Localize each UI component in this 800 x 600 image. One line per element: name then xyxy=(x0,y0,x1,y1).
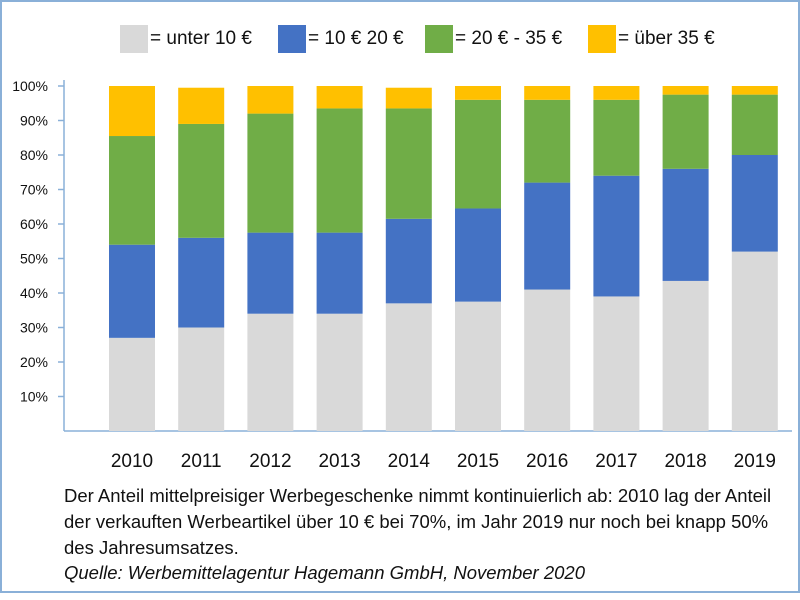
bar-segment-2013-series-2 xyxy=(316,232,363,314)
bar-segment-2013-series-1 xyxy=(316,313,363,431)
bar-segment-2012-series-1 xyxy=(247,313,294,431)
x-tick-label: 2012 xyxy=(249,451,291,472)
bar-segment-2014-series-4 xyxy=(385,87,432,109)
y-tick-label: 100% xyxy=(12,78,48,94)
bar-segment-2013-series-3 xyxy=(316,108,363,233)
bar-segment-2010-series-1 xyxy=(109,337,155,431)
bar-segment-2011-series-4 xyxy=(178,87,225,124)
bar-segment-2018-series-4 xyxy=(662,86,709,95)
chart-source: Quelle: Werbemittelagentur Hagemann GmbH… xyxy=(64,562,585,583)
bar-segment-2014-series-1 xyxy=(385,303,432,431)
bar-segment-2013-series-4 xyxy=(316,86,363,109)
chart-caption: Der Anteil mittelpreisiger Werbegeschenk… xyxy=(64,485,772,558)
y-tick-label: 80% xyxy=(20,147,48,163)
legend-label: = 20 € - 35 € xyxy=(455,28,563,49)
legend-item-20-35: = 20 € - 35 € xyxy=(425,22,562,56)
bar-segment-2010-series-3 xyxy=(109,136,155,245)
y-tick-label: 90% xyxy=(20,113,48,129)
stacked-bar-chart: 10% 20% 30% 40% 50% 60% 70% 80% 90% 100% 2010 2011 2… xyxy=(12,78,792,472)
x-tick-label: 2018 xyxy=(664,451,706,472)
bar-segment-2017-series-2 xyxy=(593,175,640,297)
bar-segment-2010-series-4 xyxy=(109,86,155,137)
legend-label: = unter 10 € xyxy=(150,28,252,49)
legend-swatch xyxy=(425,25,453,53)
x-tick-label: 2013 xyxy=(318,451,360,472)
bar-segment-2015-series-3 xyxy=(455,99,501,209)
bar-segment-2019-series-3 xyxy=(731,94,778,155)
bar-segment-2018-series-2 xyxy=(662,168,709,281)
bar-segment-2012-series-2 xyxy=(247,232,294,314)
legend-item-unter-10: = unter 10 € xyxy=(120,22,252,56)
x-tick-label: 2010 xyxy=(111,451,153,472)
y-tick-label: 70% xyxy=(20,182,48,198)
bar-segment-2011-series-3 xyxy=(178,123,225,238)
legend-swatch xyxy=(278,25,306,53)
bar-segment-2011-series-1 xyxy=(178,327,225,431)
bar-segment-2010-series-2 xyxy=(109,244,155,338)
bar-segment-2016-series-2 xyxy=(524,182,571,290)
x-tick-label: 2017 xyxy=(595,451,637,472)
legend-label: = 10 € 20 € xyxy=(308,28,404,49)
y-tick-label: 10% xyxy=(20,389,48,405)
x-tick-label: 2019 xyxy=(734,451,776,472)
y-tick-label: 60% xyxy=(20,216,48,232)
bar-segment-2019-series-4 xyxy=(731,86,778,95)
bar-segment-2016-series-4 xyxy=(524,86,571,100)
bar-segment-2014-series-2 xyxy=(385,218,432,304)
legend-swatch xyxy=(120,25,148,53)
legend-item-ueber-35: = über 35 € xyxy=(588,22,715,56)
x-tick-label: 2016 xyxy=(526,451,568,472)
bar-segment-2019-series-2 xyxy=(731,155,778,252)
x-tick-label: 2015 xyxy=(457,451,499,472)
y-tick-label: 20% xyxy=(20,354,48,370)
bar-segment-2019-series-1 xyxy=(731,251,778,431)
bar-segment-2017-series-3 xyxy=(593,99,640,176)
bar-segment-2011-series-2 xyxy=(178,237,225,328)
bar-segment-2018-series-1 xyxy=(662,280,709,431)
legend-label: = über 35 € xyxy=(618,28,715,49)
bar-segment-2012-series-3 xyxy=(247,113,294,233)
bar-segment-2012-series-4 xyxy=(247,86,294,114)
legend-item-10-20: = 10 € 20 € xyxy=(278,22,404,56)
x-tick-label: 2011 xyxy=(181,451,222,472)
y-tick-label: 40% xyxy=(20,285,48,301)
bar-segment-2017-series-1 xyxy=(593,296,640,431)
bar-segment-2018-series-3 xyxy=(662,94,709,169)
bar-segment-2015-series-2 xyxy=(455,208,501,302)
x-tick-label: 2014 xyxy=(388,451,431,472)
y-tick-label: 50% xyxy=(20,251,48,267)
bar-segment-2016-series-1 xyxy=(524,289,571,431)
bar-segment-2017-series-4 xyxy=(593,86,640,100)
bar-segment-2015-series-1 xyxy=(455,301,501,431)
bar-segment-2015-series-4 xyxy=(455,86,501,100)
bar-segment-2014-series-3 xyxy=(385,108,432,219)
y-tick-label: 30% xyxy=(20,320,48,336)
bar-segment-2016-series-3 xyxy=(524,99,571,183)
legend-swatch xyxy=(588,25,616,53)
